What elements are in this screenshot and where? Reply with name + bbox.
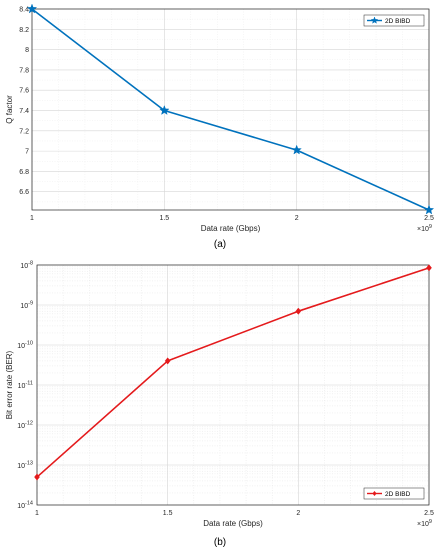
legend: 2D BIBD [363, 14, 425, 27]
legend: 2D BIBD [363, 487, 425, 500]
y-tick-label: 10-11 [18, 381, 33, 391]
plot-area [32, 9, 429, 210]
x-tick-label: 1.5 [159, 215, 169, 222]
y-tick-label: 7.2 [19, 128, 29, 135]
data-point [426, 264, 432, 272]
axes-box [31, 8, 430, 211]
caption-a: (a) [214, 239, 226, 250]
y-axis-label: Bit error rate (BER) [5, 350, 14, 419]
data-point [423, 204, 435, 215]
y-tick-label: 6.6 [19, 189, 29, 196]
axes-box [36, 264, 430, 506]
y-tick-label: 8 [25, 47, 29, 54]
data-point [26, 3, 38, 14]
x-tick-label: 2.5 [424, 510, 434, 517]
y-tick-label: 8.2 [19, 27, 29, 34]
y-tick-label: 8.4 [19, 7, 29, 14]
x-tick-label: 2.5 [424, 215, 434, 222]
x-tick-label: 1 [35, 510, 39, 517]
x-tick-label: 2 [296, 510, 300, 517]
legend-marker [372, 490, 377, 497]
x-tick-label: 1.5 [163, 510, 173, 517]
legend-box [363, 14, 425, 27]
y-tick-label: 10-9 [20, 301, 33, 311]
x-axis-label: Data rate (Gbps) [203, 519, 263, 528]
series-line [36, 267, 430, 478]
y-tick-label: 6.8 [19, 169, 29, 176]
x-tick-label: 1 [30, 215, 34, 222]
chart-b: 1 1.5 2 2.5 10-14 10-13 10-12 10-11 10-10 10-9 10-… [5, 261, 434, 529]
data-point [159, 104, 170, 115]
x-axis-label: Data rate (Gbps) [201, 224, 261, 233]
x-tick-label: 2 [295, 215, 299, 222]
y-tick-label: 10-8 [20, 261, 33, 271]
data-point [164, 357, 171, 365]
legend-box [363, 487, 425, 500]
data-point [34, 473, 40, 481]
y-axis-label: Q factor [5, 95, 14, 124]
legend-label: 2D BIBD [385, 18, 411, 25]
y-tick-label: 10-14 [17, 501, 33, 511]
y-tick-label: 7 [25, 149, 29, 156]
y-tick-label: 7.6 [19, 88, 29, 95]
data-point [295, 307, 302, 315]
y-tick-label: 7.8 [19, 67, 29, 74]
y-tick-label: 10-12 [17, 421, 33, 431]
y-tick-label: 10-13 [17, 461, 33, 471]
y-tick-label: 7.4 [19, 108, 29, 115]
data-point [291, 144, 302, 155]
caption-b: (b) [214, 537, 226, 548]
series-line [31, 8, 430, 211]
x-exponent-label: ×109 [417, 224, 432, 233]
legend-label: 2D BIBD [385, 491, 411, 498]
chart-a: 1 1.5 2 2.5 6.6 6.8 7 7.2 7.4 7.6 7.8 8 8.2 8.4 Data r… [5, 3, 435, 233]
legend-marker [370, 16, 379, 24]
x-exponent-label: ×109 [417, 519, 432, 528]
y-tick-label: 10-10 [17, 341, 33, 351]
